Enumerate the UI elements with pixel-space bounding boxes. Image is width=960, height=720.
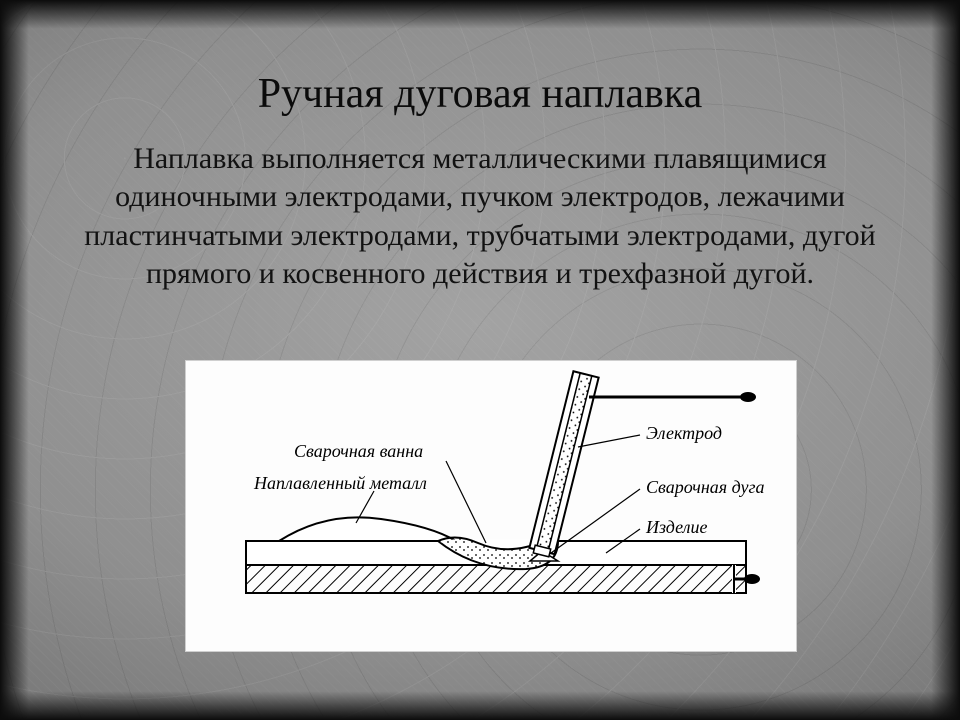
label-arc: Сварочная дуга — [646, 477, 765, 497]
leader-electrode — [578, 435, 640, 447]
label-deposited-metal: Наплавленный металл — [253, 473, 427, 493]
label-workpiece: Изделие — [645, 517, 708, 537]
welding-diagram-svg: Сварочная ванна Наплавленный металл Элек… — [186, 361, 796, 651]
deposited-metal — [279, 517, 456, 541]
body-paragraph: Наплавка выполняется металлическими плав… — [60, 140, 900, 294]
electrode — [528, 371, 598, 558]
terminal-top — [740, 392, 756, 402]
label-weld-pool: Сварочная ванна — [294, 441, 423, 461]
slide: Ручная дуговая наплавка Наплавка выполня… — [0, 0, 960, 720]
terminal-bottom — [744, 574, 760, 584]
page-title: Ручная дуговая наплавка — [0, 70, 960, 118]
leader-weld-pool — [446, 461, 486, 543]
workpiece-base — [246, 565, 746, 593]
label-electrode: Электрод — [646, 423, 722, 443]
diagram-figure: Сварочная ванна Наплавленный металл Элек… — [185, 360, 797, 652]
